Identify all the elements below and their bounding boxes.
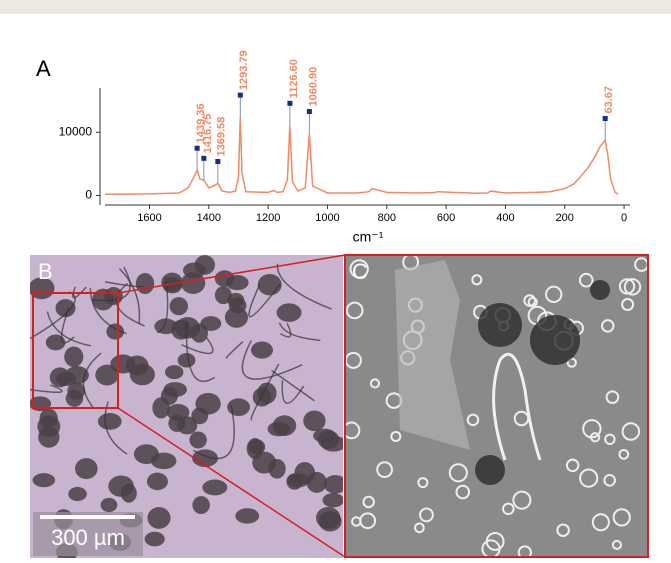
cell <box>136 273 154 294</box>
cell <box>130 364 155 386</box>
cell <box>167 404 190 421</box>
cell <box>121 484 137 503</box>
particle <box>590 280 610 300</box>
cell <box>75 458 98 479</box>
cell <box>33 473 56 487</box>
cell <box>98 413 122 430</box>
x-tick-label: 1400 <box>197 212 221 224</box>
cell <box>37 416 60 438</box>
cell <box>273 415 297 436</box>
cell <box>215 270 235 286</box>
cell <box>178 353 196 368</box>
peak-marker <box>195 146 200 151</box>
cell <box>253 388 272 407</box>
y-tick-label: 0 <box>85 188 92 202</box>
cell <box>134 444 159 464</box>
top-band <box>0 0 671 14</box>
peak-label: 1416.75 <box>202 114 214 154</box>
cell <box>191 324 208 343</box>
peak-marker <box>215 159 220 164</box>
peak-marker <box>287 101 292 106</box>
cell <box>195 255 215 275</box>
cell <box>50 367 71 387</box>
peak-marker <box>603 116 608 121</box>
cell <box>258 274 282 295</box>
cell <box>252 452 276 474</box>
x-tick-label: 600 <box>437 212 455 224</box>
cell <box>303 410 325 431</box>
x-tick-label: 400 <box>496 212 514 224</box>
peak-label: 1126.60 <box>288 59 300 98</box>
peak-label: 1369.58 <box>216 117 228 157</box>
cell <box>147 473 168 491</box>
x-axis-label: cm⁻¹ <box>353 229 384 245</box>
micrograph-c <box>344 255 648 558</box>
cell <box>145 532 165 547</box>
peak-marker <box>238 93 243 98</box>
cell <box>165 365 183 379</box>
cell <box>202 480 227 496</box>
cell <box>286 473 302 489</box>
cell <box>324 475 347 493</box>
panel-label: C <box>352 259 368 284</box>
cell <box>225 307 248 328</box>
cell <box>316 507 340 529</box>
peak-label: 63.67 <box>603 86 615 114</box>
cell <box>152 397 169 418</box>
cell <box>147 507 170 529</box>
cell <box>170 297 188 315</box>
cell <box>251 342 273 359</box>
x-tick-label: 200 <box>556 212 574 224</box>
cell <box>235 508 259 523</box>
cell <box>277 303 302 322</box>
particle <box>475 455 505 485</box>
cell <box>181 272 205 294</box>
panel-label: A <box>36 56 51 81</box>
x-tick-label: 1600 <box>137 212 161 224</box>
scale-bar-label: 300 µm <box>51 525 125 550</box>
x-tick-label: 1000 <box>315 212 339 224</box>
spectrum-line <box>105 117 618 194</box>
peak-label: 1060.90 <box>307 67 319 107</box>
cell <box>227 398 250 416</box>
peak-marker <box>307 109 312 114</box>
cell <box>189 431 206 448</box>
cell <box>192 496 209 514</box>
cell <box>321 436 346 452</box>
cell <box>191 407 208 424</box>
cell <box>306 472 326 493</box>
cell <box>215 286 232 304</box>
cell <box>66 390 83 407</box>
cell <box>323 493 344 507</box>
x-tick-label: 0 <box>621 212 627 224</box>
y-tick-label: 10000 <box>59 124 93 138</box>
panel-label: B <box>38 259 53 284</box>
cell <box>104 287 123 305</box>
figure: A cm⁻¹ 300 µm B C 1600 1400 1200 1000 800 600… <box>0 0 671 558</box>
cell <box>68 487 87 501</box>
x-tick-label: 800 <box>378 212 396 224</box>
peak-label: 1293.79 <box>238 50 250 90</box>
x-tick-label: 1200 <box>256 212 280 224</box>
peak-marker <box>201 156 206 161</box>
particle <box>478 303 522 347</box>
particle <box>530 315 580 365</box>
cell <box>64 347 83 368</box>
cell <box>101 498 118 512</box>
